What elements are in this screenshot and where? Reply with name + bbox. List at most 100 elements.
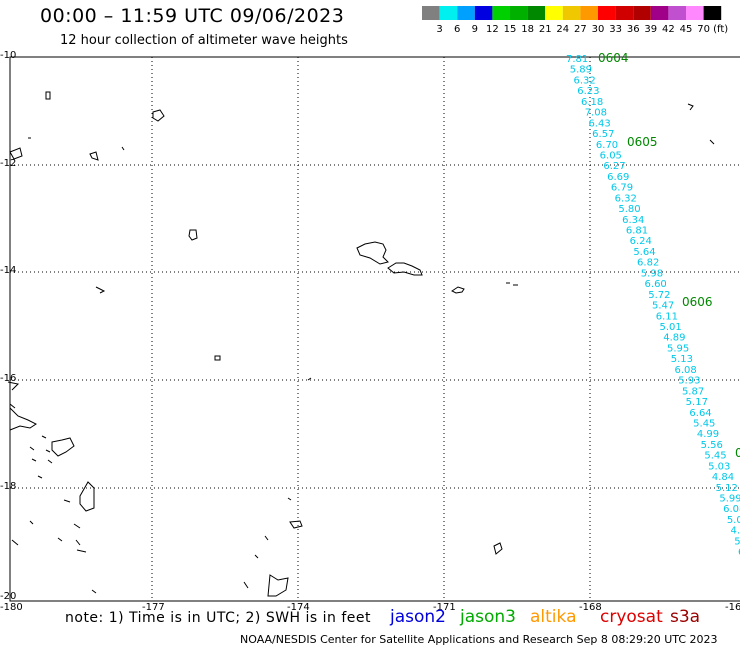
swh-value: 6.57 [592, 129, 614, 140]
colorbar-swatch [422, 6, 440, 20]
swh-value: 6.81 [626, 226, 648, 237]
colorbar-label: 42 [662, 24, 675, 35]
colorbar-label: 12 [486, 24, 499, 35]
island-samoa-savaii [356, 241, 389, 265]
lat-label: -20 [0, 591, 17, 602]
swh-value: 6.82 [637, 258, 659, 269]
swh-value: 5.95 [667, 343, 689, 354]
swh-value: 6.08 [674, 365, 696, 376]
swh-value: 6.08 [723, 504, 740, 515]
lon-label: -180 [0, 602, 23, 613]
colorbar-label: 21 [539, 24, 552, 35]
island-rotuma-area [95, 286, 106, 294]
lat-label: -14 [0, 265, 17, 276]
colorbar-swatch [510, 6, 528, 20]
island-tonga-1 [267, 574, 289, 597]
colorbar-label: 30 [592, 24, 605, 35]
lon-label: -174 [287, 602, 310, 613]
colorbar-label: 6 [454, 24, 460, 35]
colorbar-label: 3 [436, 24, 442, 35]
pass-time-label: 0606 [682, 295, 713, 309]
colorbar-swatch [492, 6, 510, 20]
swh-value: 6.18 [581, 97, 603, 108]
footer-credit: NOAA/NESDIS Center for Satellite Applica… [240, 633, 718, 646]
island-dot-a [28, 137, 221, 361]
swh-value: 4.89 [663, 333, 685, 344]
swh-value: 5.93 [678, 376, 700, 387]
swh-value: 5.13 [671, 354, 693, 365]
colorbar-label: 36 [627, 24, 640, 35]
lon-label: -168 [579, 602, 602, 613]
colorbar-swatch [545, 6, 563, 20]
swh-value: 6.60 [645, 279, 667, 290]
swh-value: 5.72 [648, 290, 670, 301]
swh-value: 4.84 [712, 472, 734, 483]
colorbar-swatch [562, 6, 581, 20]
swh-value: 7.08 [585, 108, 607, 119]
lon-label: -171 [433, 602, 456, 613]
lat-label: -12 [0, 158, 17, 169]
island-north-a [45, 91, 51, 100]
island-far-east [687, 103, 715, 145]
island-west-edge [9, 147, 23, 160]
island-west-small [89, 151, 99, 161]
colorbar-label: 15 [504, 24, 517, 35]
colorbar-swatch [580, 6, 598, 20]
swh-value: 6.05 [600, 150, 622, 161]
island-fiji-2 [51, 437, 75, 457]
pass-time-label: 0605 [627, 135, 658, 149]
altimeter-track: 7.815.896.326.236.187.086.436.576.706.05… [566, 54, 740, 558]
swh-value: 7.81 [566, 54, 588, 65]
swh-value: 5.0 [727, 515, 740, 526]
swh-value: 4. [731, 526, 740, 537]
island-tonga-2 [243, 497, 303, 589]
swh-value: 6.23 [577, 86, 599, 97]
island-tutuila [451, 286, 465, 294]
satellite-name: jason3 [460, 607, 516, 627]
colorbar-swatch [703, 6, 722, 20]
island-north-b [152, 109, 165, 122]
swh-value: 6.32 [573, 75, 595, 86]
swh-value: 5.01 [660, 322, 682, 333]
swh-value: 6.69 [607, 172, 629, 183]
colorbar-label: 39 [644, 24, 657, 35]
swh-value: 6.24 [630, 236, 652, 247]
island-outlines [7, 91, 715, 597]
lon-label: -177 [142, 602, 165, 613]
swh-value: 5.89 [570, 65, 592, 76]
swh-value: 6 [738, 547, 740, 558]
colorbar-swatch [668, 6, 686, 20]
satellite-name: jason2 [390, 607, 446, 627]
pass-time-label: 0 [735, 446, 740, 460]
colorbar-legend: 3 6 9 12 15 18 21 24 27 30 33 36 39 42 45 70 (ft) [422, 6, 728, 35]
colorbar-label: 45 [680, 24, 693, 35]
colorbar-unit: (ft) [713, 24, 728, 35]
island-fiji-4 [29, 435, 53, 479]
colorbar-swatch [474, 6, 493, 20]
swh-value: 6.64 [689, 408, 711, 419]
island-wallis [188, 229, 198, 241]
island-fiji-1 [9, 407, 37, 431]
swh-value: 5.45 [693, 418, 715, 429]
swh-value: 5.98 [641, 268, 663, 279]
satellite-name: altika [530, 607, 577, 627]
swh-value: 6.11 [656, 311, 678, 322]
swh-value: 5.17 [686, 397, 708, 408]
swh-value: 6.43 [588, 118, 610, 129]
track-time-labels: 0604 0605 0606 0 [598, 51, 740, 460]
colorbar-swatch [686, 6, 704, 20]
colorbar-swatch [650, 6, 669, 20]
gridlines [10, 57, 740, 601]
swh-value: 4.99 [697, 429, 719, 440]
colorbar-swatch [527, 6, 546, 20]
colorbar-swatch [615, 6, 634, 20]
colorbar-swatch [457, 6, 475, 20]
swh-value: 6.27 [603, 161, 625, 172]
island-lau-1 [79, 481, 95, 512]
swh-value: 6.70 [596, 140, 618, 151]
swh-value: 6.79 [611, 183, 633, 194]
island-niue [493, 542, 503, 555]
island-swains [506, 282, 518, 286]
swh-value: 5.87 [682, 386, 704, 397]
swh-value: 5.80 [618, 204, 640, 215]
